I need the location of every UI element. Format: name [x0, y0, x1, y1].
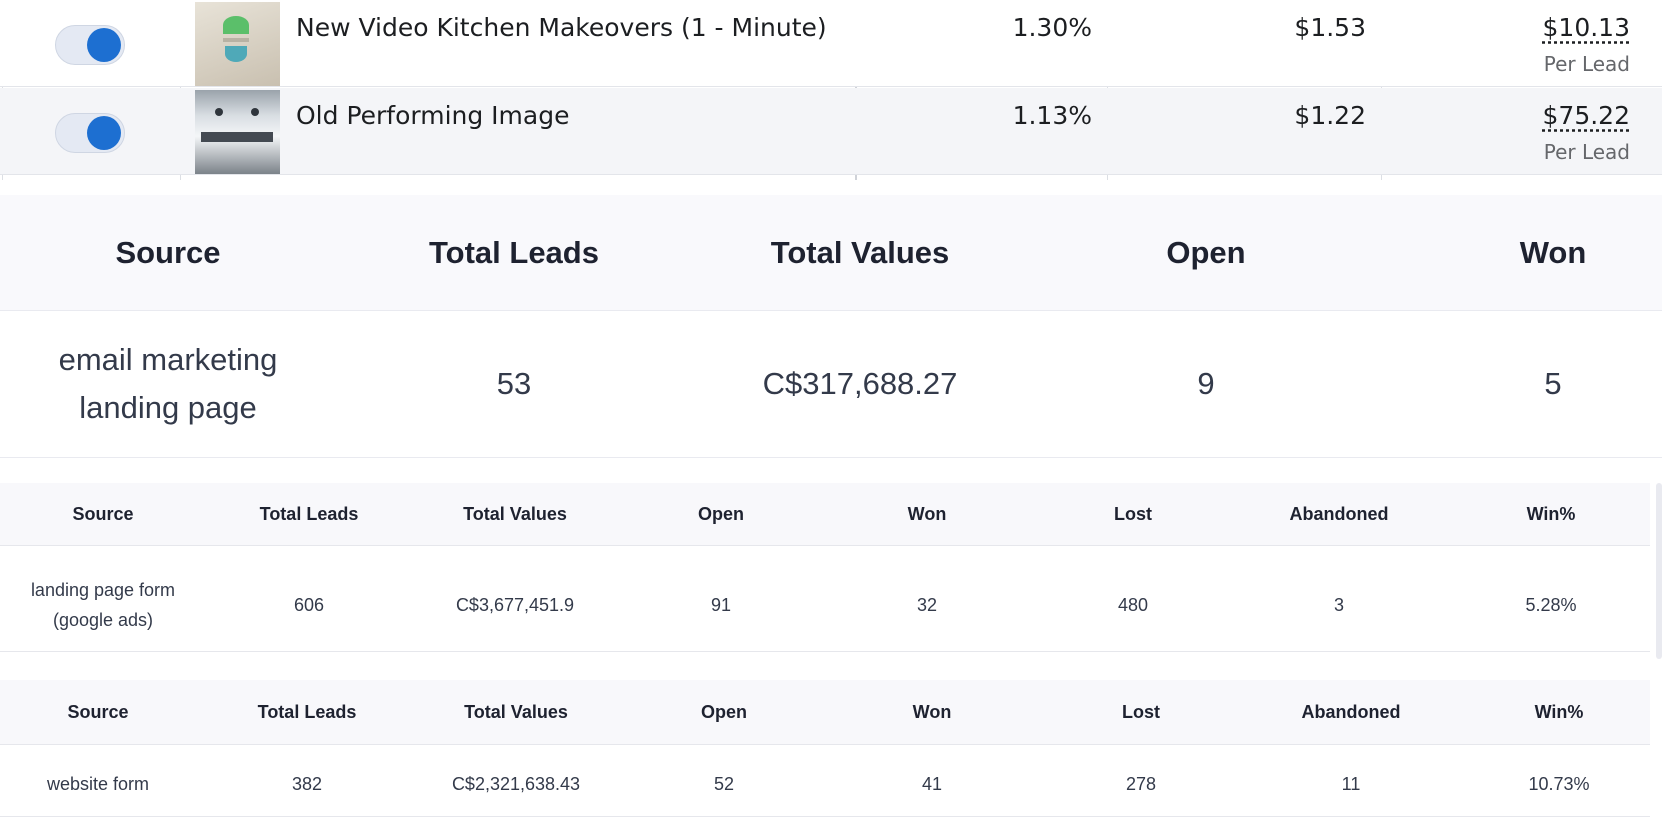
ad-cost-per-result[interactable]: $75.22: [1542, 101, 1630, 130]
column-header-total-values[interactable]: Total Values: [770, 235, 950, 270]
ad-cost-unit: Per Lead: [1543, 52, 1630, 76]
column-header-total-values[interactable]: Total Values: [464, 701, 568, 722]
column-header-source[interactable]: Source: [67, 701, 129, 722]
cell-total-leads: 606: [293, 595, 325, 615]
cell-win-pct: 10.73%: [1528, 774, 1590, 794]
column-header-source[interactable]: Source: [72, 503, 134, 524]
column-header-total-leads[interactable]: Total Leads: [429, 235, 599, 270]
cell-total-leads: 382: [291, 774, 323, 794]
cell-win-pct: 5.28%: [1525, 595, 1577, 615]
pendant-light-shape: [215, 108, 223, 116]
cell-abandoned: 3: [1333, 595, 1344, 615]
column-header-win-pct[interactable]: Win%: [1534, 701, 1584, 722]
source-table-website-form: Source Total Leads Total Values Open Won…: [0, 680, 1662, 820]
column-header-abandoned[interactable]: Abandoned: [1301, 701, 1401, 722]
column-header-open[interactable]: Open: [697, 503, 744, 524]
cell-source-line: (google ads): [52, 610, 154, 630]
cell-source-line: email marketing: [58, 342, 278, 377]
logo-leaf-icon: [223, 16, 249, 34]
ad-cost-per-result[interactable]: $10.13: [1542, 13, 1630, 42]
toggle-knob: [87, 116, 121, 150]
ad-ctr: 1.30%: [1012, 13, 1092, 42]
table-header: Source Total Leads Total Values Open Won…: [0, 483, 1650, 546]
logo-leaf-icon: [225, 46, 247, 62]
column-header-won[interactable]: Won: [1519, 235, 1587, 270]
table-row: email marketing landing page 53 C$317,68…: [0, 311, 1662, 458]
table-row: landing page form (google ads) 606 C$3,6…: [0, 559, 1650, 652]
cell-source: website form: [46, 774, 150, 794]
column-header-total-leads[interactable]: Total Leads: [257, 701, 357, 722]
cell-total-values: C$3,677,451.9: [455, 595, 575, 615]
column-header-win-pct[interactable]: Win%: [1526, 503, 1576, 524]
ad-thumbnail-image[interactable]: [195, 2, 280, 86]
cell-total-values: C$317,688.27: [762, 366, 958, 401]
cell-source-line: landing page form: [30, 580, 176, 600]
cell-open: 52: [713, 774, 735, 794]
column-header-abandoned[interactable]: Abandoned: [1289, 503, 1389, 524]
cell-open: 9: [1197, 366, 1215, 401]
column-header-lost[interactable]: Lost: [1122, 701, 1160, 722]
summary-table: Source Total Leads Total Values Open Won…: [0, 195, 1662, 465]
ad-cost-unit: Per Lead: [1543, 140, 1630, 164]
cell-total-leads: 53: [496, 366, 532, 401]
column-header-open[interactable]: Open: [1166, 235, 1246, 270]
ad-row[interactable]: Old Performing Image 1.13% $1.22 $75.22 …: [0, 88, 1662, 175]
ad-status-toggle[interactable]: [55, 113, 125, 153]
ad-name-link[interactable]: New Video Kitchen Makeovers (1 - Minute): [296, 13, 827, 42]
table-header: Source Total Leads Total Values Open Won: [0, 195, 1662, 311]
vertical-scrollbar[interactable]: [1656, 483, 1662, 659]
cell-won: 41: [921, 774, 943, 794]
ad-row[interactable]: New Video Kitchen Makeovers (1 - Minute)…: [0, 0, 1662, 87]
source-table-google-ads: Source Total Leads Total Values Open Won…: [0, 483, 1662, 659]
cell-open: 91: [710, 595, 732, 615]
logo-text: [223, 38, 249, 42]
column-header-total-leads[interactable]: Total Leads: [259, 503, 359, 524]
table-row: website form 382 C$2,321,638.43 52 41 27…: [0, 752, 1650, 817]
cell-total-values: C$2,321,638.43: [451, 774, 581, 794]
cell-lost: 278: [1125, 774, 1157, 794]
cell-source-line: landing page: [79, 390, 257, 425]
ad-status-toggle[interactable]: [55, 25, 125, 65]
column-header-won[interactable]: Won: [912, 701, 952, 722]
cell-lost: 480: [1117, 595, 1149, 615]
column-header-total-values[interactable]: Total Values: [463, 503, 567, 524]
cell-won: 5: [1544, 366, 1562, 401]
table-header: Source Total Leads Total Values Open Won…: [0, 680, 1650, 745]
column-header-source[interactable]: Source: [115, 235, 221, 270]
pendant-light-shape: [251, 108, 259, 116]
kitchen-counter-shape: [201, 132, 273, 142]
column-header-won[interactable]: Won: [907, 503, 947, 524]
column-header-lost[interactable]: Lost: [1114, 503, 1152, 524]
ad-cpc: $1.22: [1294, 101, 1366, 130]
cell-abandoned: 11: [1341, 774, 1361, 794]
cell-source: email marketing landing page: [8, 311, 328, 457]
column-header-open[interactable]: Open: [700, 701, 747, 722]
cell-won: 32: [916, 595, 938, 615]
toggle-knob: [87, 28, 121, 62]
cell-source: landing page form (google ads): [0, 559, 206, 651]
ad-ctr: 1.13%: [1012, 101, 1092, 130]
ad-thumbnail-image[interactable]: [195, 90, 280, 174]
ad-name-link[interactable]: Old Performing Image: [296, 101, 570, 130]
ads-table: New Video Kitchen Makeovers (1 - Minute)…: [0, 0, 1662, 180]
ad-cpc: $1.53: [1294, 13, 1366, 42]
